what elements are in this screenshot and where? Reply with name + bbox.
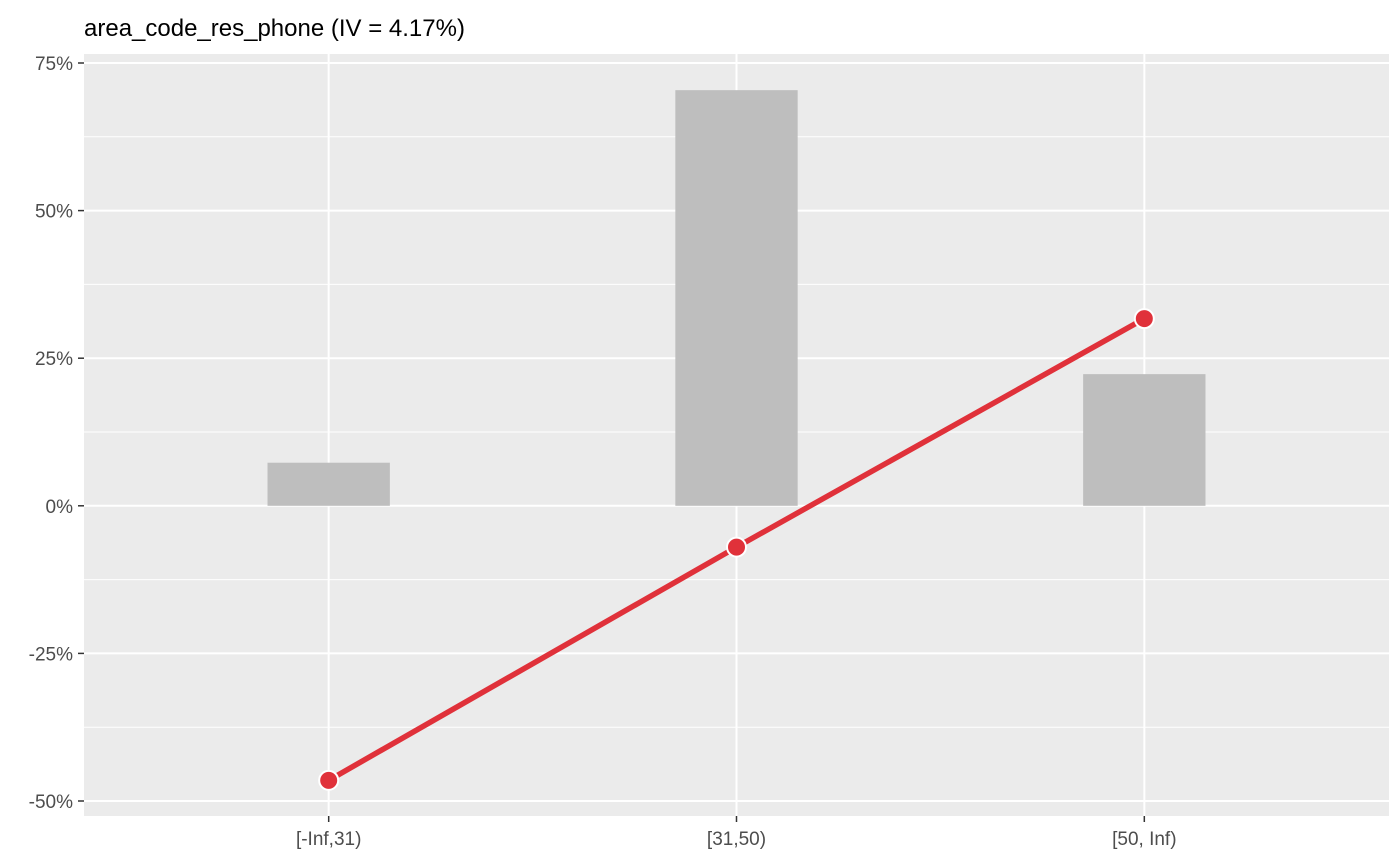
bar [675, 90, 798, 506]
bar [1083, 374, 1206, 506]
x-tick-label: [50, Inf) [1112, 829, 1176, 850]
bar-series [267, 90, 1206, 506]
x-tick-label: [31,50) [707, 829, 766, 850]
line-series [318, 308, 1155, 791]
x-tick-label: [-Inf,31) [296, 829, 361, 850]
y-tick-label: -25% [29, 644, 73, 665]
line-point [318, 769, 340, 791]
y-tick-label: 75% [35, 54, 73, 75]
y-tick-label: 0% [46, 497, 74, 518]
line-point [1133, 308, 1155, 330]
bar [267, 462, 390, 506]
y-tick-label: -50% [29, 792, 73, 813]
line-point [726, 536, 747, 558]
chart-title: area_code_res_phone (IV = 4.17%) [84, 15, 465, 42]
axes: -50% -25% 0% 25% 50% 75% [-Inf,31) [31,50) [50, … [29, 54, 1177, 850]
y-tick-label: 50% [35, 202, 73, 223]
y-tick-label: 25% [35, 349, 73, 370]
